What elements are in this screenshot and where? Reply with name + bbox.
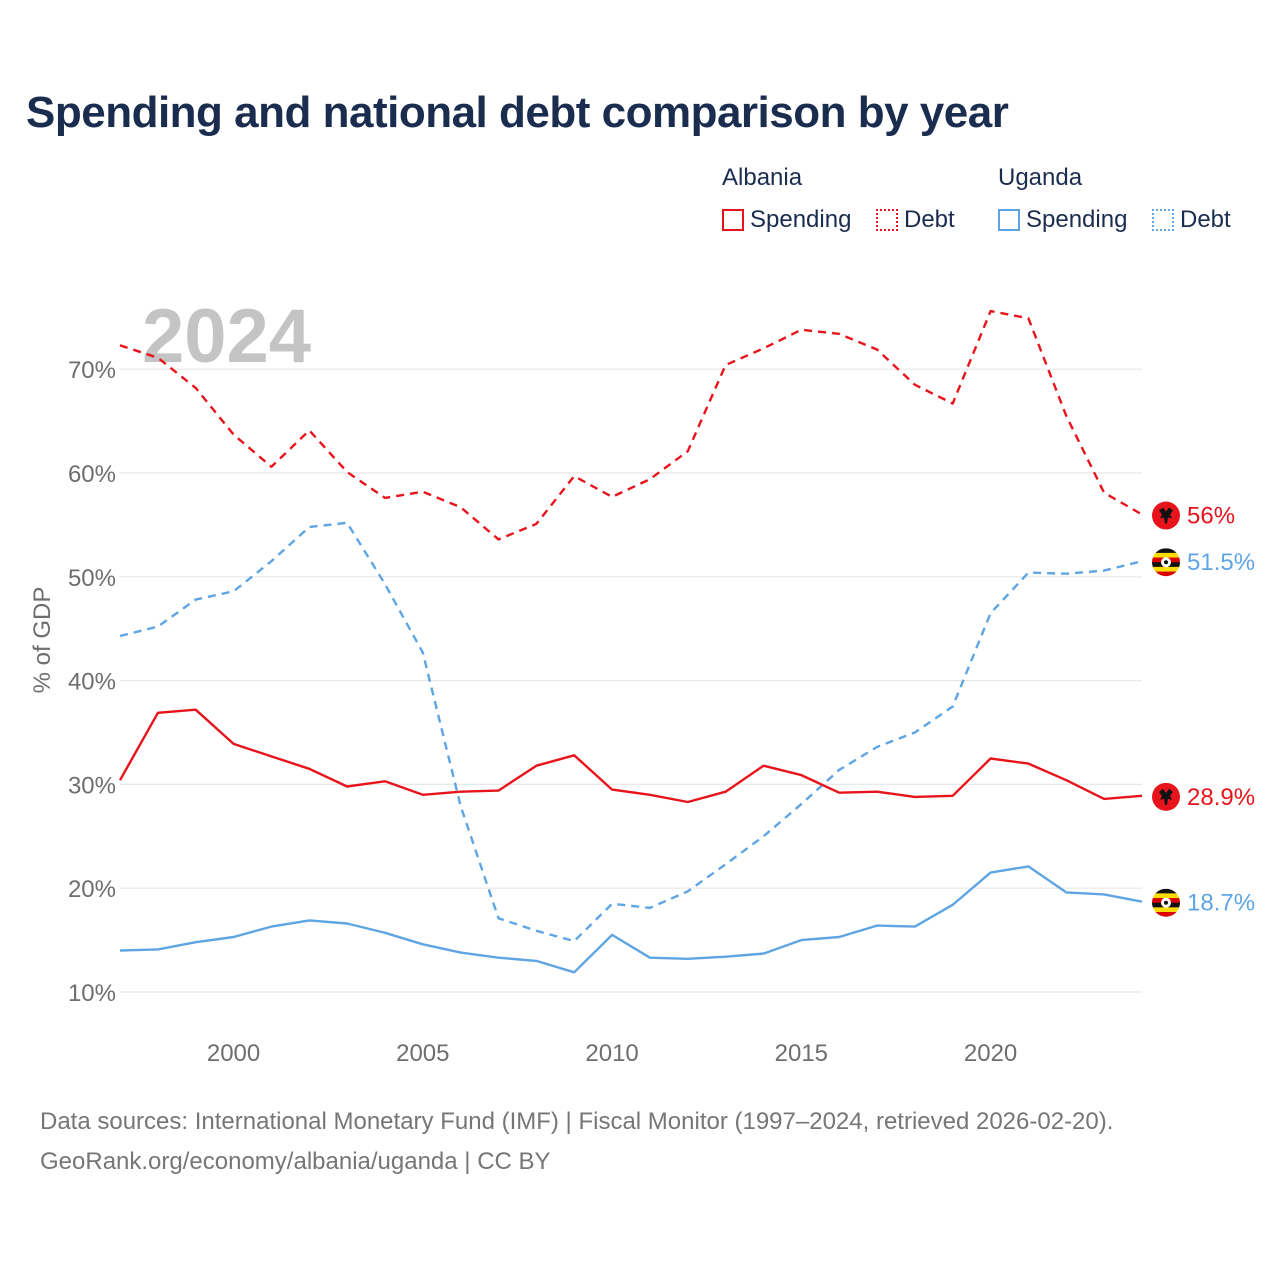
albania-flag-icon bbox=[1152, 782, 1180, 811]
albania-debt-end-label: 56% bbox=[1187, 503, 1235, 530]
legend-albania-debt[interactable]: Debt bbox=[876, 206, 955, 234]
y-tick-label: 40% bbox=[68, 669, 116, 696]
x-tick-label: 2000 bbox=[207, 1040, 260, 1067]
albania-debt-line bbox=[119, 309, 1143, 541]
legend-group-label: Uganda bbox=[998, 164, 1083, 191]
flag-stripe bbox=[1152, 893, 1180, 899]
uganda-spending-line bbox=[119, 865, 1143, 974]
eagle-emblem bbox=[1159, 507, 1173, 524]
chart-title: Spending and national debt comparison by… bbox=[26, 88, 1009, 137]
flag-stripe bbox=[1152, 566, 1180, 572]
dotted-line-swatch-icon bbox=[876, 209, 898, 231]
albania-flag-icon bbox=[1152, 501, 1180, 530]
solid-line-swatch-icon bbox=[722, 209, 744, 231]
legend-label: Spending bbox=[750, 206, 852, 233]
flag-stripe bbox=[1152, 552, 1180, 558]
flag-stripe bbox=[1152, 888, 1180, 894]
axis-layer: 10% 20% 30% 40% 50% 60% 70% 2000 2005 2010 2015 202… bbox=[68, 357, 1017, 1067]
x-tick-label: 2005 bbox=[396, 1040, 449, 1067]
y-tick-label: 10% bbox=[68, 980, 116, 1007]
y-tick-label: 20% bbox=[68, 876, 116, 903]
y-tick-label: 30% bbox=[68, 772, 116, 799]
legend-label: Debt bbox=[904, 206, 955, 233]
end-label-layer: 56% 51.5% 28.9% 18.7% bbox=[1152, 501, 1255, 917]
uganda-spending-end-label: 18.7% bbox=[1187, 890, 1255, 917]
footer-source: Data sources: International Monetary Fun… bbox=[40, 1108, 1114, 1135]
legend-group-albania: Albania bbox=[722, 164, 802, 206]
albania-spending-line bbox=[118, 708, 1143, 804]
y-axis-title: % of GDP bbox=[29, 587, 56, 694]
legend-uganda-spending[interactable]: Spending bbox=[998, 206, 1127, 234]
x-tick-label: 2010 bbox=[585, 1040, 638, 1067]
flag-stripe bbox=[1152, 571, 1180, 577]
flag-stripe bbox=[1152, 548, 1180, 554]
year-watermark: 2024 bbox=[142, 294, 311, 379]
x-tick-label: 2020 bbox=[964, 1040, 1017, 1067]
x-tick-label: 2015 bbox=[775, 1040, 828, 1067]
series-layer bbox=[118, 309, 1143, 974]
solid-line-swatch-icon bbox=[998, 209, 1020, 231]
flag-stripe bbox=[1152, 912, 1180, 917]
flag-stripe bbox=[1152, 907, 1180, 913]
legend-group-uganda: Uganda bbox=[998, 164, 1082, 206]
legend-uganda-debt[interactable]: Debt bbox=[1152, 206, 1231, 234]
legend-label: Debt bbox=[1180, 206, 1231, 233]
uganda-debt-line bbox=[119, 521, 1143, 943]
y-tick-label: 60% bbox=[68, 461, 116, 488]
albania-spending-end-label: 28.9% bbox=[1187, 784, 1255, 811]
footer-attribution: GeoRank.org/economy/albania/uganda | CC … bbox=[40, 1148, 551, 1175]
dotted-line-swatch-icon bbox=[1152, 209, 1174, 231]
uganda-flag-icon bbox=[1152, 548, 1180, 577]
legend-group-label: Albania bbox=[722, 164, 803, 191]
eagle-emblem bbox=[1159, 788, 1173, 805]
uganda-debt-end-label: 51.5% bbox=[1187, 549, 1255, 576]
y-tick-label: 50% bbox=[68, 565, 116, 592]
y-tick-label: 70% bbox=[68, 357, 116, 384]
crane-emblem bbox=[1164, 900, 1168, 905]
crane-emblem bbox=[1164, 560, 1168, 565]
uganda-flag-icon bbox=[1152, 888, 1180, 917]
grid-layer bbox=[120, 368, 1142, 993]
legend-label: Spending bbox=[1026, 206, 1128, 233]
legend-albania-spending[interactable]: Spending bbox=[722, 206, 851, 234]
